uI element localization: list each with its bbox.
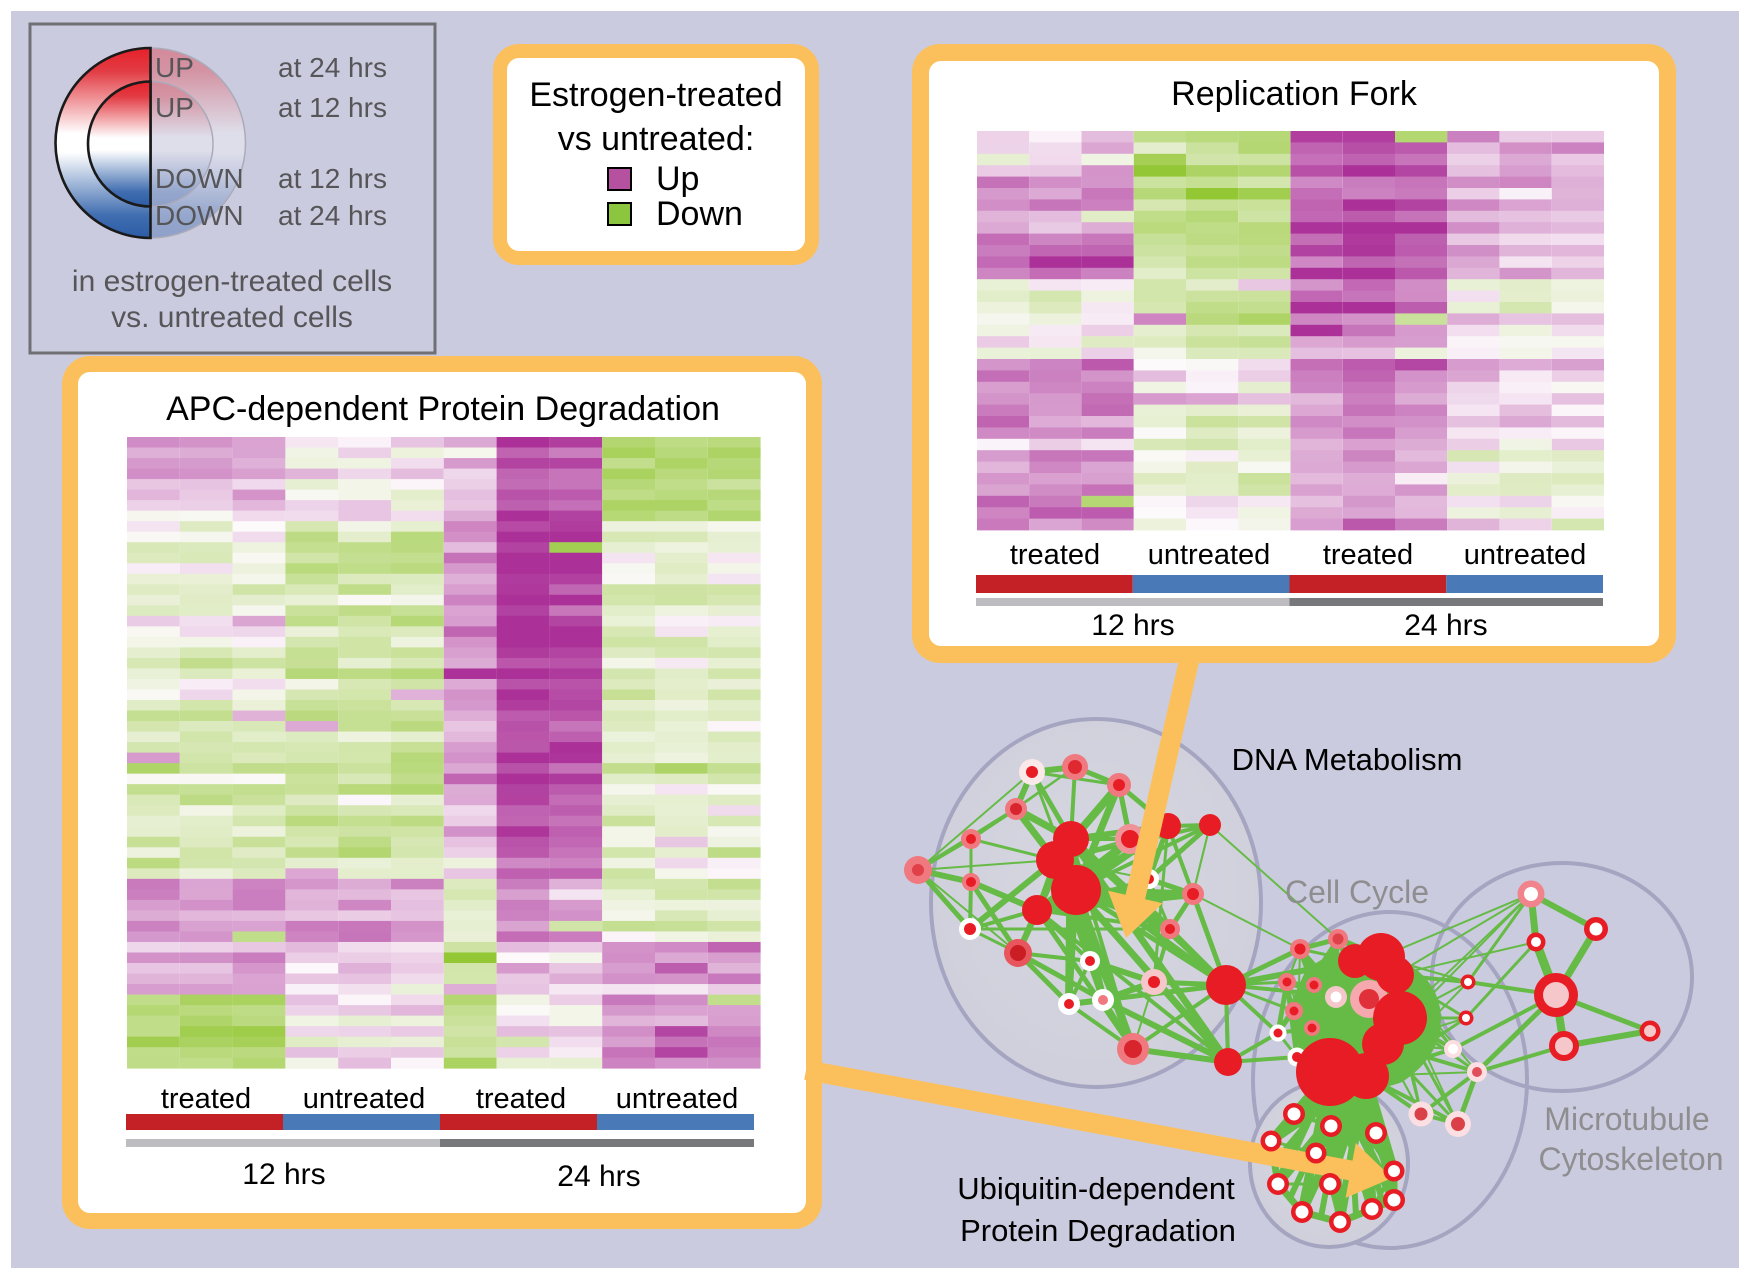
svg-text:untreated: untreated bbox=[1464, 539, 1587, 571]
svg-text:treated: treated bbox=[161, 1083, 251, 1115]
svg-text:Protein Degradation: Protein Degradation bbox=[960, 1213, 1236, 1248]
svg-text:treated: treated bbox=[1323, 539, 1413, 571]
svg-text:APC-dependent Protein Degradat: APC-dependent Protein Degradation bbox=[166, 390, 720, 428]
svg-text:Cytoskeleton: Cytoskeleton bbox=[1539, 1141, 1724, 1177]
svg-text:Microtubule: Microtubule bbox=[1544, 1101, 1709, 1137]
svg-text:vs untreated:: vs untreated: bbox=[558, 120, 755, 158]
svg-text:treated: treated bbox=[476, 1083, 566, 1115]
svg-text:DOWN: DOWN bbox=[155, 200, 244, 231]
svg-text:Replication Fork: Replication Fork bbox=[1171, 75, 1418, 113]
svg-text:Estrogen-treated: Estrogen-treated bbox=[529, 76, 782, 114]
svg-text:Up: Up bbox=[656, 160, 699, 198]
svg-text:DNA Metabolism: DNA Metabolism bbox=[1232, 742, 1463, 777]
svg-text:12 hrs: 12 hrs bbox=[242, 1158, 325, 1191]
svg-text:Cell Cycle: Cell Cycle bbox=[1285, 874, 1429, 910]
svg-text:at 24 hrs: at 24 hrs bbox=[278, 200, 387, 231]
svg-text:treated: treated bbox=[1010, 539, 1100, 571]
svg-text:UP: UP bbox=[155, 92, 194, 123]
svg-text:untreated: untreated bbox=[303, 1083, 426, 1115]
svg-text:at 24 hrs: at 24 hrs bbox=[278, 52, 387, 83]
svg-text:DOWN: DOWN bbox=[155, 163, 244, 194]
svg-text:12 hrs: 12 hrs bbox=[1091, 609, 1174, 642]
svg-text:24 hrs: 24 hrs bbox=[1404, 609, 1487, 642]
svg-text:24 hrs: 24 hrs bbox=[557, 1160, 640, 1193]
svg-text:at 12 hrs: at 12 hrs bbox=[278, 163, 387, 194]
svg-text:in estrogen-treated cells: in estrogen-treated cells bbox=[72, 265, 392, 298]
svg-text:Ubiquitin-dependent: Ubiquitin-dependent bbox=[957, 1171, 1235, 1206]
svg-text:Down: Down bbox=[656, 195, 743, 233]
svg-text:at 12 hrs: at 12 hrs bbox=[278, 92, 387, 123]
svg-text:untreated: untreated bbox=[616, 1083, 739, 1115]
svg-text:UP: UP bbox=[155, 52, 194, 83]
svg-text:untreated: untreated bbox=[1148, 539, 1271, 571]
svg-text:vs. untreated cells: vs. untreated cells bbox=[111, 301, 353, 334]
